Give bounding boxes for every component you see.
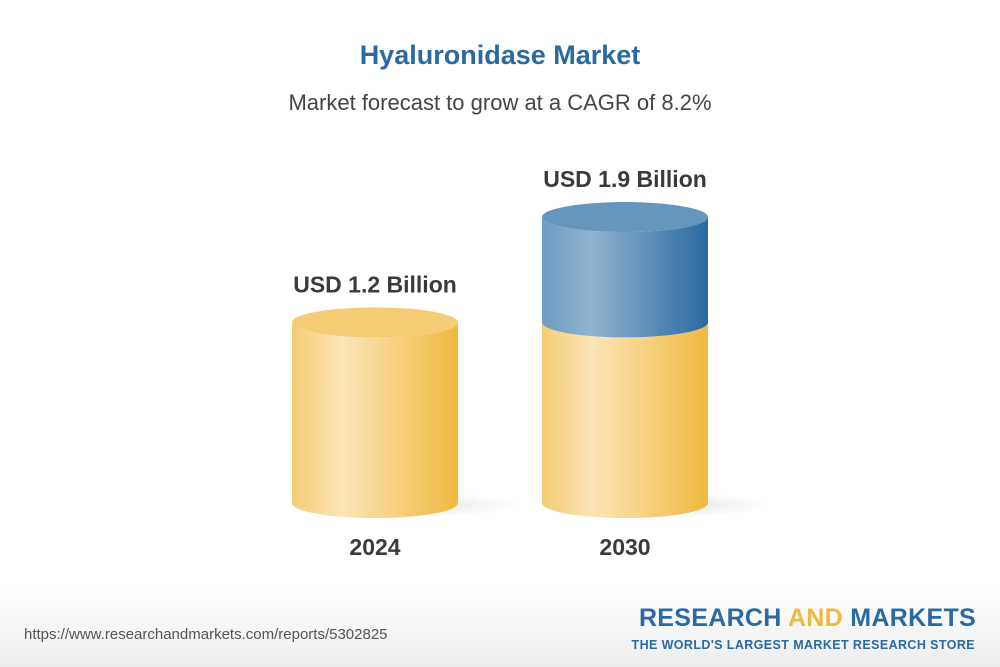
report-url[interactable]: https://www.researchandmarkets.com/repor…: [24, 626, 388, 643]
data-label: USD 1.9 Billion: [543, 166, 707, 192]
data-label: USD 1.2 Billion: [293, 271, 457, 297]
bar-2030-base-segment: [542, 322, 708, 518]
footer-band: [0, 590, 1000, 667]
category-label: 2024: [349, 534, 400, 560]
category-label: 2030: [599, 534, 650, 560]
logo-tagline: THE WORLD'S LARGEST MARKET RESEARCH STOR…: [631, 638, 975, 652]
bar-2030-growth-segment: [542, 217, 708, 338]
bar-top: [542, 202, 708, 233]
logo-word-research: RESEARCH: [638, 604, 788, 632]
chart-title: Hyaluronidase Market: [359, 40, 641, 70]
cylinder-chart: USD 1.2 Billion 2024 USD 1.9 Billion 2030: [292, 166, 768, 560]
logo-word-and: AND: [787, 604, 844, 632]
logo-word-markets: MARKETS: [843, 604, 976, 632]
chart-subtitle: Market forecast to grow at a CAGR of 8.2…: [288, 90, 712, 115]
research-and-markets-logo: RESEARCH AND MARKETS: [639, 604, 976, 633]
bar-top: [292, 307, 458, 338]
bar-2024-cylinder: [292, 322, 458, 518]
